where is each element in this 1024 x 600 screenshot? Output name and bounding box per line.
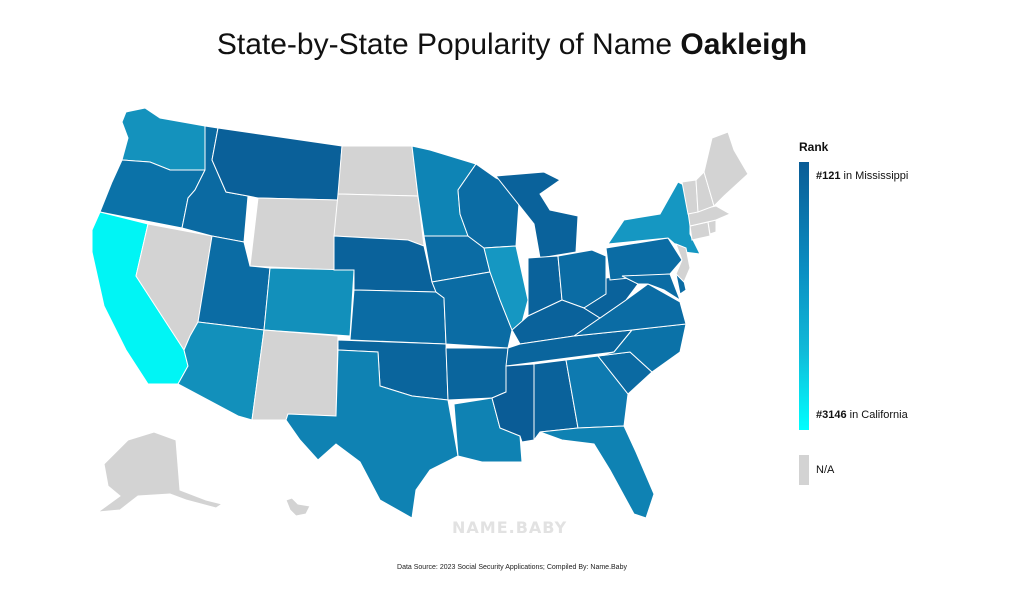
legend-top-rank: #121 (816, 170, 841, 182)
legend-bottom-rank: #3146 (816, 409, 847, 421)
legend-na-swatch (799, 455, 809, 485)
state-WY[interactable] (249, 197, 339, 271)
state-NM[interactable] (251, 329, 339, 421)
title-prefix: State-by-State Popularity of Name (216, 28, 681, 61)
data-source-note: Data Source: 2023 Social Security Applic… (397, 564, 627, 571)
state-FL[interactable] (539, 425, 655, 519)
state-HI[interactable] (285, 497, 311, 517)
state-AZ[interactable] (177, 321, 265, 421)
state-TX[interactable] (285, 349, 459, 519)
state-MD[interactable] (621, 273, 682, 302)
state-PA[interactable] (605, 237, 683, 281)
chart-title: State-by-State Popularity of Name Oaklei… (0, 28, 1024, 62)
title-name: Oakleigh (680, 28, 808, 61)
legend-top-label: #121 in Mississippi (816, 170, 908, 182)
state-NJ[interactable] (675, 243, 691, 283)
state-MI[interactable] (495, 171, 579, 259)
state-CO[interactable] (263, 267, 355, 337)
legend-bottom-label: #3146 in California (816, 409, 908, 421)
legend-title: Rank (799, 140, 829, 154)
legend-top-suffix: in Mississippi (840, 170, 909, 182)
legend-bottom-suffix: in California (846, 409, 908, 421)
legend-color-scale (799, 162, 809, 430)
state-RI[interactable] (707, 219, 717, 235)
watermark-logo: NAME.BABY (452, 518, 568, 537)
state-GA[interactable] (565, 355, 629, 429)
state-AK[interactable] (96, 431, 224, 513)
legend-na-label: N/A (816, 464, 835, 476)
state-AR[interactable] (445, 347, 509, 401)
state-KS[interactable] (349, 289, 447, 345)
state-ME[interactable] (703, 131, 749, 207)
state-MT[interactable] (211, 127, 343, 201)
state-ND[interactable] (337, 145, 419, 197)
